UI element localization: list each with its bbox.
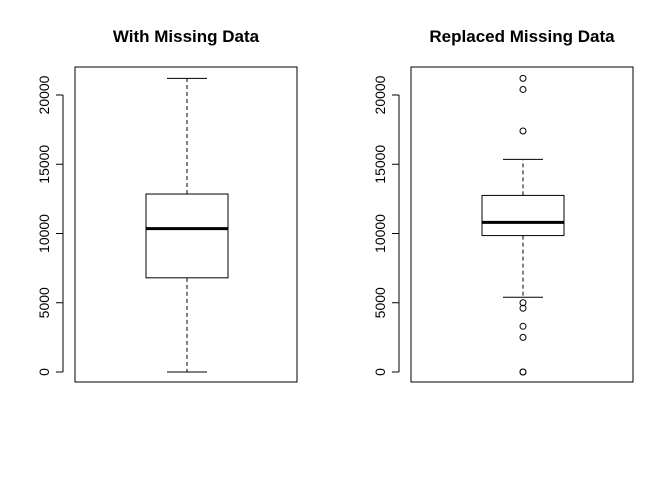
chart-title: Replaced Missing Data	[429, 27, 615, 46]
outlier-point	[519, 74, 527, 82]
y-tick-label: 5000	[372, 287, 388, 318]
outlier-point	[519, 333, 527, 341]
outlier-point	[519, 368, 527, 376]
y-tick-label: 0	[36, 368, 52, 376]
outlier-point	[519, 322, 527, 330]
y-tick-label: 10000	[36, 214, 52, 253]
iqr-box	[481, 194, 565, 237]
y-tick-label: 10000	[372, 214, 388, 253]
y-tick-label: 15000	[372, 145, 388, 184]
y-tick-label: 15000	[36, 145, 52, 184]
iqr-box	[145, 193, 229, 279]
panel-1: With Missing Data 0 5000 10000 15000 20000	[36, 27, 298, 383]
panel-2: Replaced Missing Data 0 5000 10000 15000 2000…	[372, 27, 634, 383]
y-tick-label: 0	[372, 368, 388, 376]
outlier-point	[519, 127, 527, 135]
y-tick-label: 5000	[36, 287, 52, 318]
chart-title: With Missing Data	[113, 27, 260, 46]
y-tick-label: 20000	[372, 75, 388, 114]
plot-frame	[410, 66, 634, 383]
outlier-point	[519, 299, 527, 307]
y-tick-label: 20000	[36, 75, 52, 114]
outlier-point	[519, 85, 527, 93]
plot-frame	[74, 66, 298, 383]
